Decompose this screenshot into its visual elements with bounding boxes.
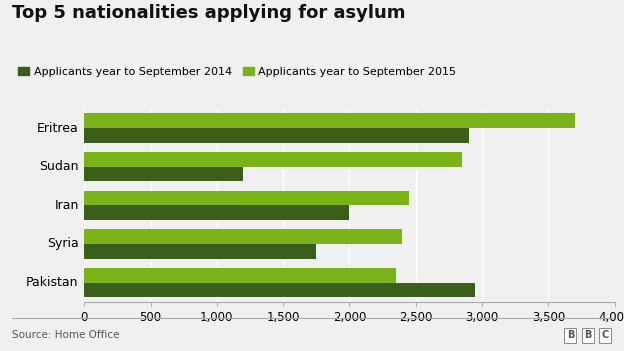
- Bar: [84, 113, 575, 128]
- Bar: [84, 268, 396, 283]
- Text: C: C: [602, 330, 609, 340]
- Text: B: B: [567, 330, 574, 340]
- Bar: [84, 229, 402, 244]
- Bar: [84, 128, 469, 143]
- Bar: [84, 167, 243, 181]
- Text: Top 5 nationalities applying for asylum: Top 5 nationalities applying for asylum: [12, 4, 406, 21]
- Text: Source: Home Office: Source: Home Office: [12, 330, 120, 340]
- Bar: [84, 191, 409, 205]
- Bar: [84, 244, 316, 259]
- Bar: [84, 205, 349, 220]
- Bar: [84, 152, 462, 167]
- Bar: [84, 283, 475, 297]
- Text: B: B: [584, 330, 592, 340]
- Legend: Applicants year to September 2014, Applicants year to September 2015: Applicants year to September 2014, Appli…: [18, 67, 456, 77]
